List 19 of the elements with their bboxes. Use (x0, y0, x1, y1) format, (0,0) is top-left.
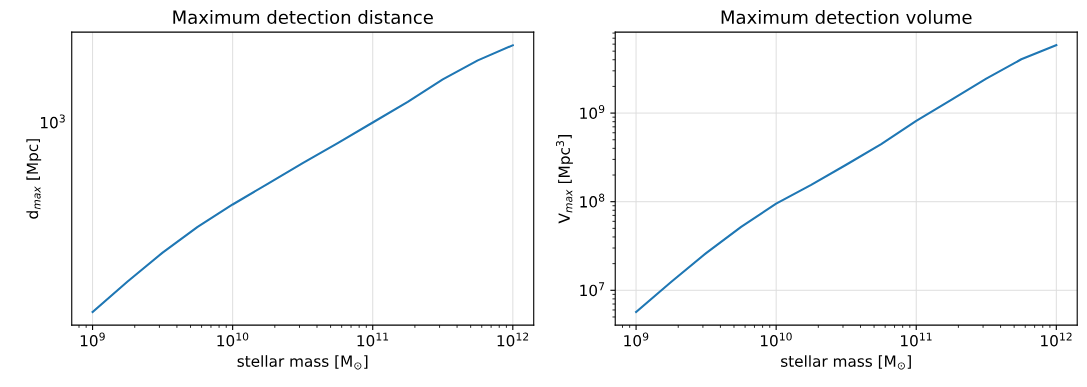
y-tick-label: 10$^{9}$ (580, 104, 605, 119)
text: 10$^{3}$ (40, 114, 65, 129)
x-tick-label: 10$^{11}$ (901, 332, 932, 347)
chart-title: Maximum detection distance (173, 10, 433, 25)
y-tick-label: 10$^{7}$ (580, 282, 605, 297)
x-tick-label: 10$^{10}$ (217, 332, 249, 347)
line-series (635, 44, 1058, 313)
x-tick-label: 10$^{12}$ (1041, 332, 1072, 347)
x-tick-label: 10$^{11}$ (357, 332, 389, 347)
x-axis-title: stellar mass [M$_{⊙}$] (237, 355, 368, 370)
x-tick-label: 10$^{9}$ (80, 332, 105, 347)
x-tick-label: 10$^{12}$ (497, 332, 529, 347)
x-tick-label: 10$^{10}$ (760, 332, 792, 347)
x-tick-label: 10$^{9}$ (624, 332, 649, 347)
chart-title: Maximum detection volume (721, 10, 972, 25)
y-tick-label: 10$^{8}$ (580, 193, 605, 208)
y-axis-title: V$_{max}$ [Mpc$^{3}$] (555, 135, 573, 224)
y-axis-title: d$_{max}$ [Mpc] (26, 139, 42, 219)
x-axis-title: stellar mass [M$_{⊙}$] (781, 355, 911, 370)
